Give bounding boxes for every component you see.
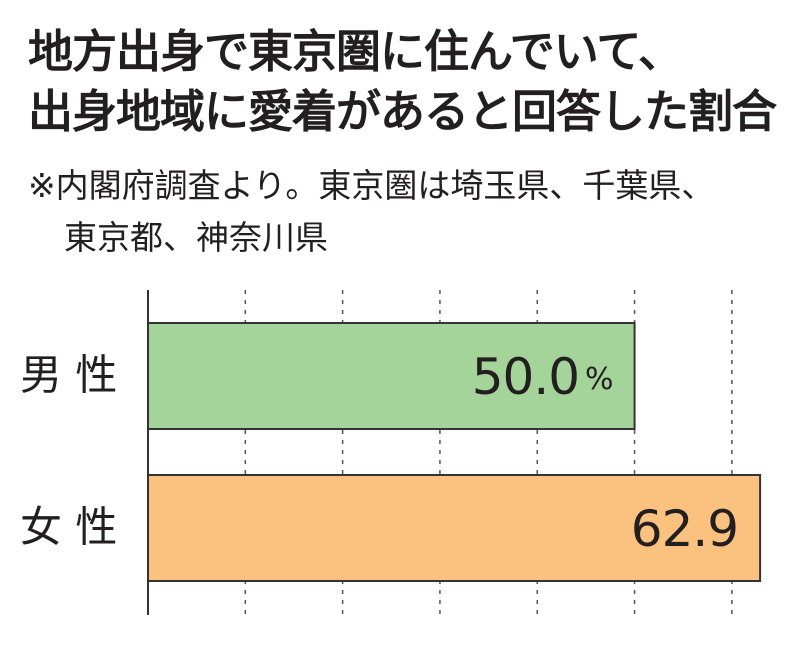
category-label: 男 性 <box>20 351 117 400</box>
chart-title: 地方出身で東京圏に住んでいて、 出身地域に愛着があると回答した割合 <box>28 25 777 138</box>
chart-note: ※内閣府調査より。東京圏は埼玉県、千葉県、 東京都、神奈川県 <box>28 166 715 257</box>
category-label: 女 性 <box>20 503 117 552</box>
value-label: 50.0% <box>472 348 613 406</box>
value-label: 62.9 <box>631 500 738 558</box>
bar <box>147 474 762 582</box>
bar <box>147 322 636 430</box>
